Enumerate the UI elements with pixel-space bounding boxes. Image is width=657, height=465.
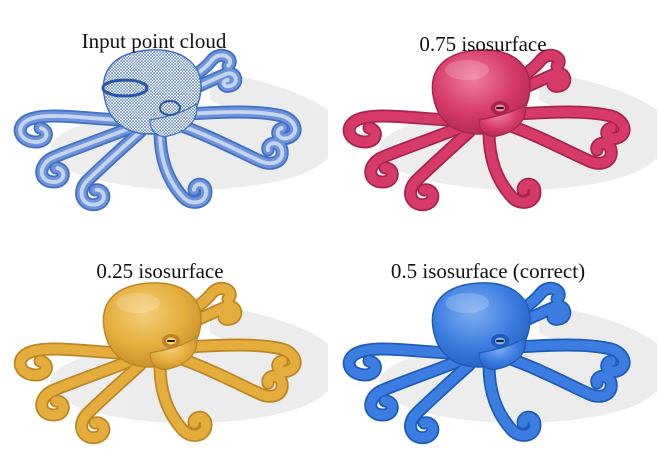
panel-isosurface-025: 0.25 isosurface [0,233,328,465]
panel-caption: Input point cloud [81,29,227,53]
octopus [342,281,631,445]
octopus-render [13,281,328,445]
octopus [13,48,302,212]
octopus-render [342,281,657,445]
octopus-render [13,48,328,212]
octopus-render [342,48,657,212]
octopus [342,48,631,212]
panel-isosurface-075: 0.75 isosurface [329,0,657,232]
panel-caption: 0.25 isosurface [96,259,224,283]
panel-caption: 0.5 isosurface (correct) [390,259,586,283]
panel-isosurface-05: 0.5 isosurface (correct) [329,233,657,465]
octopus [13,281,302,445]
panel-input-point-cloud: Input point cloud [0,0,328,232]
panel-caption: 0.75 isosurface [419,32,547,56]
